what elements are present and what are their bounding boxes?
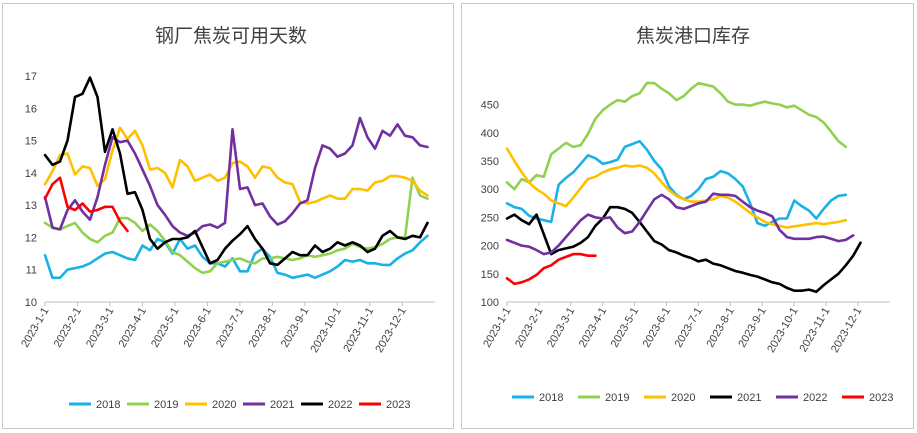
y-tick-label: 100 xyxy=(481,297,499,309)
y-tick-label: 350 xyxy=(481,156,499,168)
legend-label-2022: 2022 xyxy=(803,392,827,404)
legend-label-2020: 2020 xyxy=(671,392,695,404)
y-tick-label: 11 xyxy=(26,265,37,277)
legend-label-2019: 2019 xyxy=(605,392,629,404)
legend-label-2020: 2020 xyxy=(212,399,236,411)
x-tick-label: 2023-2-1 xyxy=(513,306,545,350)
x-tick-label: 2023-9-1 xyxy=(279,306,311,350)
x-tick-label: 2023-8-1 xyxy=(704,306,736,350)
y-tick-label: 400 xyxy=(481,128,499,140)
chart-title: 焦炭港口库存 xyxy=(636,25,750,47)
legend-label-2019: 2019 xyxy=(154,399,178,411)
x-tick-label: 2023-12-1 xyxy=(373,306,408,355)
y-tick-label: 17 xyxy=(25,71,37,83)
legend-label-2022: 2022 xyxy=(328,399,352,411)
x-tick-label: 2023-8-1 xyxy=(247,306,279,350)
series-line-2019 xyxy=(43,176,429,275)
x-tick-label: 2023-10-1 xyxy=(308,306,343,355)
x-tick-label: 2023-7-1 xyxy=(673,306,705,350)
y-tick-label: 10 xyxy=(25,297,37,309)
series-line-2021 xyxy=(505,205,862,294)
x-tick-label: 2023-1-1 xyxy=(19,306,51,350)
series-line-2022 xyxy=(43,76,429,267)
y-tick-label: 15 xyxy=(25,136,37,148)
legend-label-2018: 2018 xyxy=(539,392,563,404)
legend-label-2021: 2021 xyxy=(270,399,294,411)
series-line-2019 xyxy=(505,81,848,191)
x-tick-label: 2023-9-1 xyxy=(736,306,768,350)
y-tick-label: 300 xyxy=(481,184,499,196)
legend-label-2023: 2023 xyxy=(386,399,410,411)
x-tick-label: 2023-5-1 xyxy=(149,306,181,350)
chart-coke-days: 钢厂焦炭可用天数 10 11 12 13 14 15 16 17 2023-1-1 2023-2-1… xyxy=(19,25,435,411)
y-tick-label: 200 xyxy=(481,241,499,253)
x-tick-label: 2023-6-1 xyxy=(182,306,214,350)
x-tick-label: 2023-10-1 xyxy=(765,306,800,355)
legend-label-2018: 2018 xyxy=(96,399,120,411)
x-tick-label: 2023-12-1 xyxy=(829,306,864,355)
x-tick-label: 2023-11-1 xyxy=(797,306,832,355)
x-tick-label: 2023-5-1 xyxy=(609,306,641,350)
x-tick-label: 2023-7-1 xyxy=(214,306,246,350)
chart-panel-port-inventory: 焦炭港口库存 100 150 200 250 300 350 400 450 2023-1-1 20… xyxy=(461,3,914,429)
x-tick-label: 2023-2-1 xyxy=(52,306,84,350)
series-line-2021 xyxy=(43,116,429,238)
series-line-2018 xyxy=(505,139,848,228)
x-tick-label: 2023-11-1 xyxy=(341,306,376,355)
y-tick-label: 14 xyxy=(25,168,37,180)
series-line-2023 xyxy=(43,176,129,233)
legend-label-2023: 2023 xyxy=(869,392,893,404)
legend-label-2021: 2021 xyxy=(737,392,761,404)
x-tick-label: 2023-1-1 xyxy=(481,306,513,350)
x-tick-label: 2023-3-1 xyxy=(545,306,577,350)
chart-panel-coke-days: 钢厂焦炭可用天数 10 11 12 13 14 15 16 17 2023-1-1 2023-2-1… xyxy=(2,3,454,429)
x-tick-label: 2023-4-1 xyxy=(577,306,609,350)
y-tick-label: 13 xyxy=(25,200,37,212)
x-tick-label: 2023-6-1 xyxy=(641,306,673,350)
series-line-2022 xyxy=(505,192,855,256)
series-line-2023 xyxy=(505,252,597,286)
y-tick-label: 16 xyxy=(25,103,37,115)
y-tick-label: 450 xyxy=(481,100,499,112)
series-line-2018 xyxy=(43,234,429,280)
y-tick-label: 250 xyxy=(481,212,499,224)
x-tick-label: 2023-3-1 xyxy=(84,306,116,350)
series-line-2020 xyxy=(505,147,848,229)
x-tick-label: 2023-4-1 xyxy=(117,306,149,350)
chart-title: 钢厂焦炭可用天数 xyxy=(155,25,307,47)
y-tick-label: 12 xyxy=(25,232,37,244)
y-tick-label: 150 xyxy=(481,269,499,281)
